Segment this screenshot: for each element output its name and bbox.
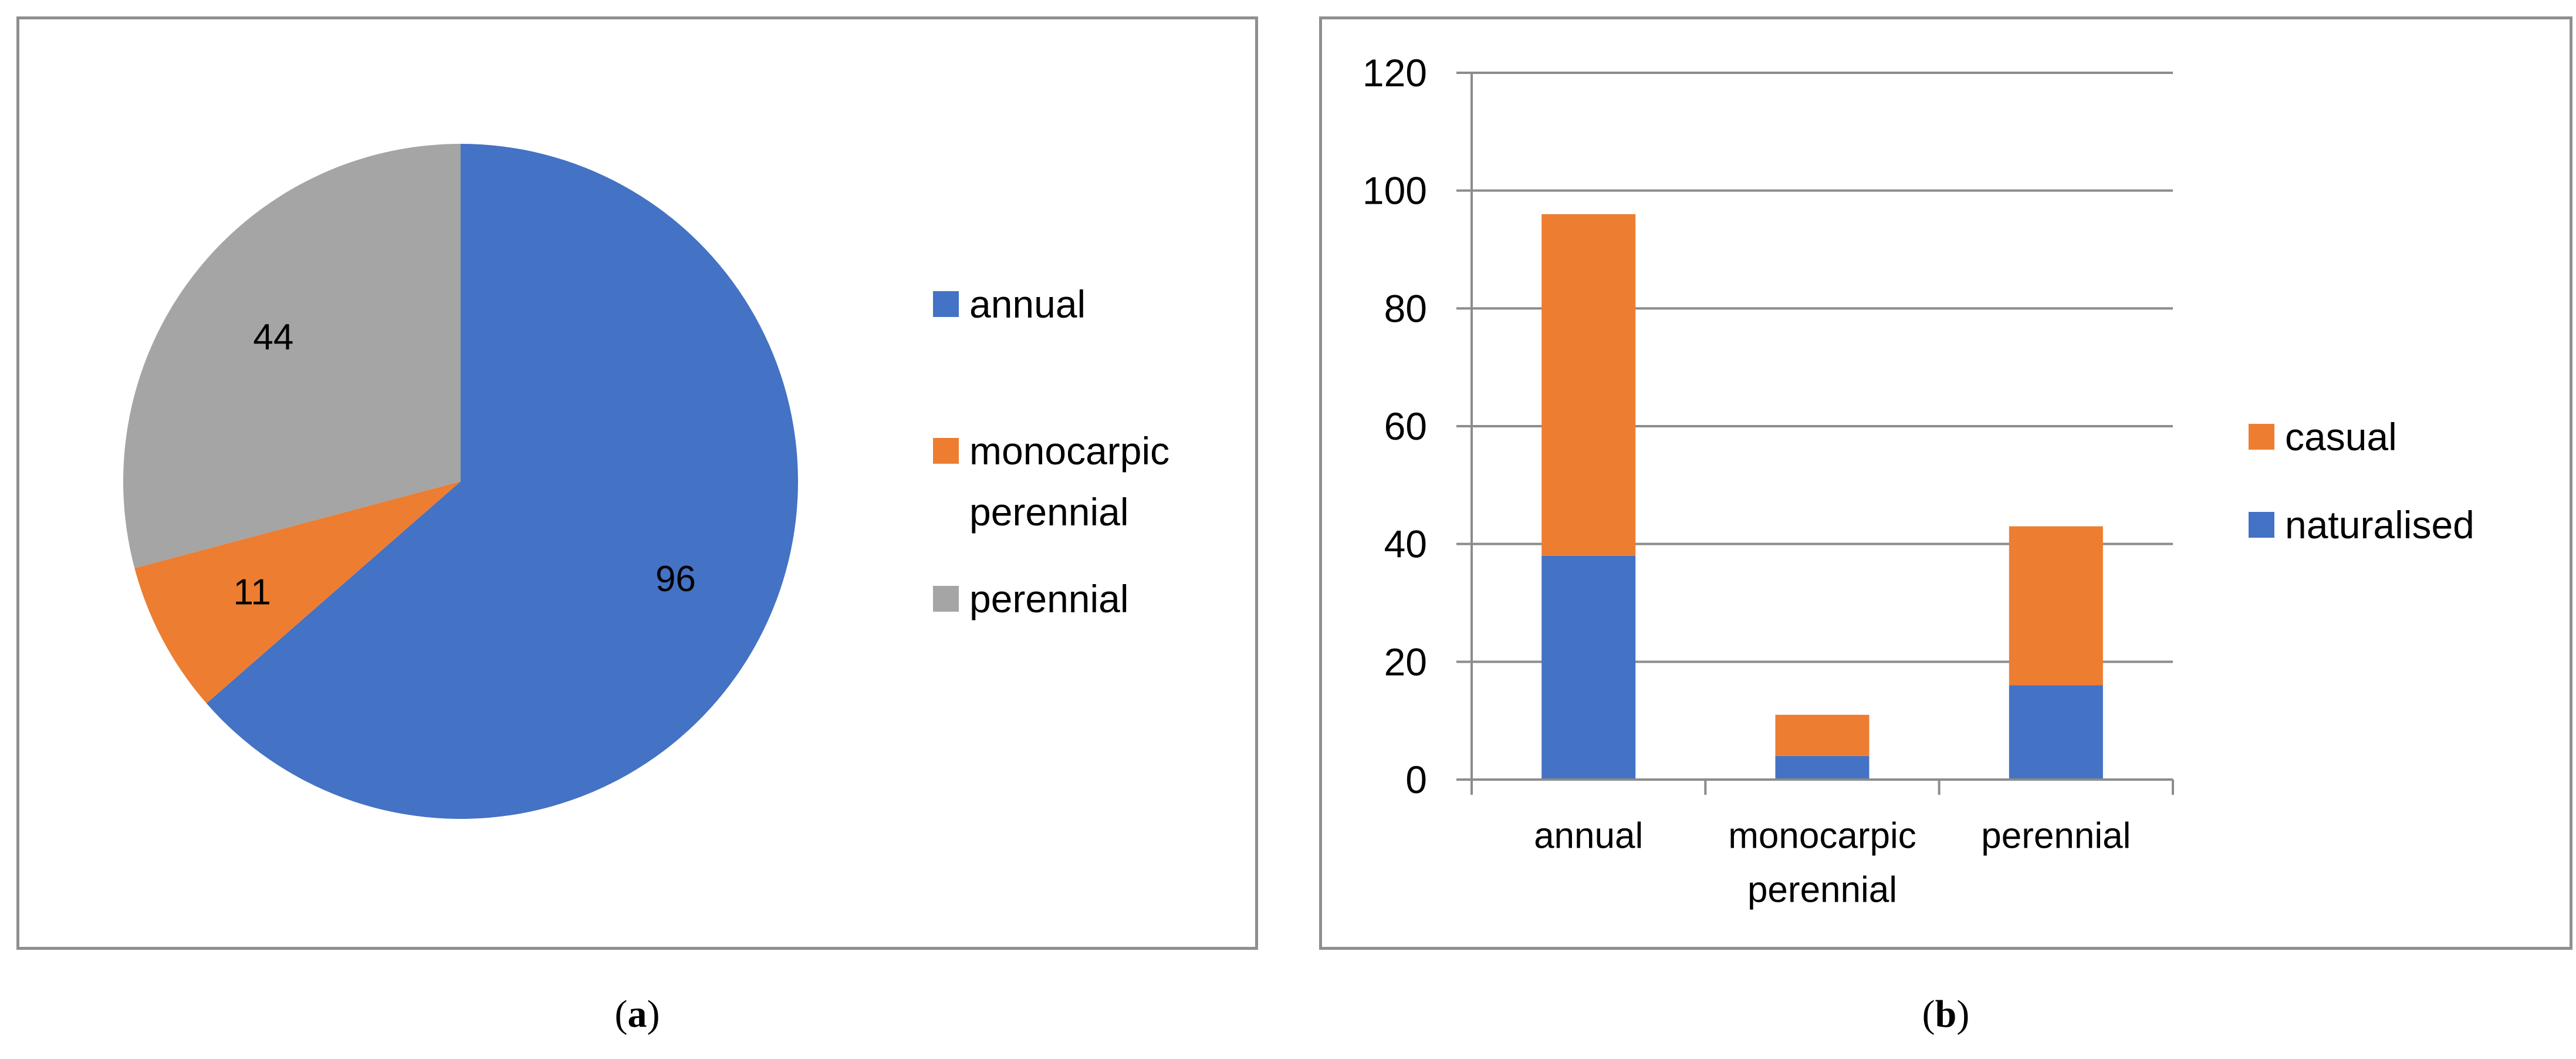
- pie-legend-label: perennial: [969, 577, 1129, 620]
- pie-data-label: 96: [655, 559, 696, 599]
- bar-legend: casual naturalised: [2249, 415, 2474, 547]
- pie-data-labels: 96 11 44: [233, 317, 695, 612]
- caption-b: (b): [1922, 993, 1970, 1036]
- bar-segment-casual: [2009, 526, 2103, 686]
- bar-legend-label: naturalised: [2285, 503, 2474, 547]
- x-category-label: perennial: [1981, 816, 2131, 856]
- pie-data-label: 44: [253, 317, 293, 358]
- x-category-label: annual: [1534, 816, 1643, 856]
- pie-slice-annual: [206, 144, 799, 819]
- pie-chart: [123, 144, 799, 819]
- bar-chart-bars: [1541, 214, 2103, 780]
- bar-segment-casual: [1541, 214, 1636, 556]
- bar-segment-naturalised: [1541, 555, 1636, 780]
- y-tick-label: 60: [1384, 404, 1427, 448]
- bar-legend-swatch: [2249, 512, 2274, 538]
- y-tick-label: 100: [1363, 169, 1427, 213]
- y-tick-label: 0: [1405, 758, 1427, 801]
- bar-chart-y-ticks: 0 20 40 60 80 100 120: [1363, 51, 1427, 801]
- bar-chart-x-axis: [1470, 73, 2174, 795]
- y-tick-label: 20: [1384, 640, 1427, 683]
- bar-segment-naturalised: [1775, 756, 1870, 780]
- y-tick-label: 80: [1384, 286, 1427, 330]
- panel-b-frame: [1319, 16, 2572, 950]
- pie-data-label: 11: [233, 572, 271, 613]
- bar-segment-casual: [1775, 714, 1870, 756]
- pie-legend-swatch: [933, 291, 959, 317]
- pie-slice-monocarpic-perennial: [134, 481, 461, 704]
- y-tick-label: 40: [1384, 522, 1427, 566]
- pie-legend-label: monocarpic: [969, 429, 1169, 473]
- pie-legend-label: annual: [969, 282, 1086, 326]
- y-tick-label: 120: [1363, 51, 1427, 95]
- bar-legend-label: casual: [2285, 415, 2397, 458]
- bar-legend-swatch: [2249, 424, 2274, 450]
- x-category-label: monocarpic: [1728, 816, 1916, 856]
- pie-legend: annual monocarpic perennial perennial: [933, 282, 1169, 620]
- pie-legend-label: perennial: [969, 490, 1129, 534]
- bar-chart-x-labels: annual monocarpic perennial perennial: [1534, 816, 2131, 910]
- pie-legend-swatch: [933, 438, 959, 464]
- caption-a: (a): [614, 993, 660, 1036]
- bar-segment-naturalised: [2009, 685, 2103, 780]
- pie-legend-swatch: [933, 586, 959, 612]
- x-category-label: perennial: [1747, 870, 1897, 910]
- pie-slice-perennial: [123, 144, 461, 568]
